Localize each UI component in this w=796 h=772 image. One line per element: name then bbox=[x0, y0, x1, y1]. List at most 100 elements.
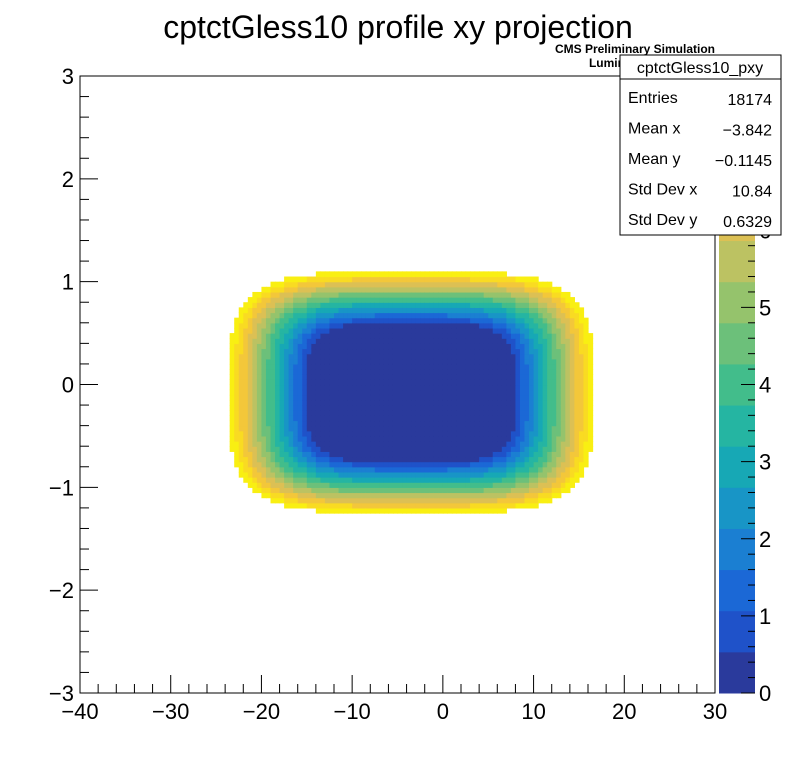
heatmap-cell bbox=[519, 477, 526, 483]
heatmap-cell bbox=[270, 482, 276, 488]
heatmap-cell bbox=[284, 317, 290, 324]
heatmap-cell bbox=[356, 322, 362, 329]
heatmap-cell bbox=[524, 389, 530, 396]
heatmap-cell bbox=[347, 466, 353, 473]
heatmap-cell bbox=[556, 302, 562, 308]
heatmap-cell bbox=[361, 477, 367, 483]
heatmap-cell bbox=[356, 451, 362, 458]
heatmap-cell bbox=[474, 374, 480, 380]
heatmap-cell bbox=[451, 384, 458, 391]
heatmap-cell bbox=[347, 348, 353, 355]
heatmap-cell bbox=[483, 348, 489, 355]
heatmap-cell bbox=[433, 297, 439, 303]
heatmap-cell bbox=[261, 374, 267, 380]
heatmap-cell bbox=[256, 466, 263, 473]
heatmap-cell bbox=[275, 389, 281, 396]
heatmap-cell bbox=[293, 502, 299, 509]
heatmap-cell bbox=[483, 369, 489, 375]
heatmap-cell bbox=[320, 384, 326, 391]
heatmap-cell bbox=[470, 507, 476, 514]
heatmap-cell bbox=[492, 497, 498, 504]
heatmap-cell bbox=[483, 435, 489, 442]
heatmap-cell bbox=[470, 415, 476, 422]
heatmap-cell bbox=[515, 374, 521, 380]
heatmap-cell bbox=[515, 435, 521, 442]
heatmap-cell bbox=[451, 291, 458, 298]
heatmap-cell bbox=[560, 471, 566, 478]
heatmap-cell bbox=[442, 461, 448, 468]
heatmap-cell bbox=[556, 327, 562, 334]
heatmap-cell bbox=[497, 271, 503, 278]
heatmap-cell bbox=[420, 446, 426, 452]
heatmap-cell bbox=[261, 394, 267, 401]
heatmap-cell bbox=[424, 451, 430, 458]
heatmap-cell bbox=[352, 363, 358, 370]
heatmap-cell bbox=[447, 471, 453, 478]
heatmap-cell bbox=[501, 353, 507, 360]
heatmap-cell bbox=[261, 302, 267, 308]
heatmap-cell bbox=[379, 297, 385, 303]
heatmap-cell bbox=[433, 358, 439, 365]
heatmap-cell bbox=[501, 410, 507, 416]
heatmap-cell bbox=[284, 410, 290, 416]
heatmap-cell bbox=[279, 420, 285, 427]
heatmap-cell bbox=[483, 497, 489, 504]
heatmap-cell bbox=[551, 312, 557, 319]
heatmap-cell bbox=[306, 456, 312, 463]
heatmap-cell bbox=[352, 374, 358, 380]
heatmap-cell bbox=[320, 348, 326, 355]
heatmap-cell bbox=[302, 338, 308, 344]
heatmap-cell bbox=[524, 482, 530, 488]
heatmap-cell bbox=[288, 461, 294, 468]
heatmap-cell bbox=[261, 461, 267, 468]
heatmap-cell bbox=[542, 358, 548, 365]
heatmap-cell bbox=[565, 307, 571, 314]
heatmap-cell bbox=[383, 420, 390, 427]
heatmap-cell bbox=[229, 348, 235, 355]
heatmap-cell bbox=[352, 415, 358, 422]
heatmap-cell bbox=[288, 384, 294, 391]
heatmap-cell bbox=[352, 322, 358, 329]
heatmap-cell bbox=[456, 477, 462, 483]
heatmap-cell bbox=[411, 363, 417, 370]
heatmap-cell bbox=[447, 276, 453, 283]
heatmap-cell bbox=[311, 477, 317, 483]
heatmap-cell bbox=[361, 374, 367, 380]
heatmap-cell bbox=[488, 435, 494, 442]
heatmap-cell bbox=[288, 425, 294, 432]
heatmap-cell bbox=[470, 430, 476, 437]
heatmap-cell bbox=[501, 343, 507, 350]
heatmap-cell bbox=[515, 343, 521, 350]
heatmap-cell bbox=[529, 420, 535, 427]
heatmap-cell bbox=[402, 338, 408, 344]
heatmap-cell bbox=[519, 369, 526, 375]
heatmap-cell bbox=[506, 333, 512, 339]
heatmap-cell bbox=[388, 343, 394, 350]
heatmap-cell bbox=[411, 343, 417, 350]
heatmap-cell bbox=[420, 471, 426, 478]
heatmap-cell bbox=[352, 281, 358, 288]
heatmap-cell bbox=[311, 394, 317, 401]
heatmap-cell bbox=[392, 471, 399, 478]
heatmap-cell bbox=[538, 394, 544, 401]
heatmap-cell bbox=[479, 302, 485, 308]
heatmap-cell bbox=[247, 446, 253, 452]
heatmap-cell bbox=[338, 327, 344, 334]
heatmap-cell bbox=[547, 487, 553, 494]
heatmap-cell bbox=[556, 363, 562, 370]
heatmap-cell bbox=[352, 477, 358, 483]
heatmap-cell bbox=[447, 451, 453, 458]
heatmap-cell bbox=[406, 477, 412, 483]
heatmap-cell bbox=[347, 399, 353, 406]
heatmap-cell bbox=[524, 430, 530, 437]
heatmap-cell bbox=[370, 389, 376, 396]
heatmap-cell bbox=[293, 343, 299, 350]
heatmap-cell bbox=[560, 317, 566, 324]
heatmap-cell bbox=[411, 338, 417, 344]
heatmap-cell bbox=[483, 461, 489, 468]
heatmap-cell bbox=[415, 353, 421, 360]
heatmap-cell bbox=[388, 477, 394, 483]
heatmap-cell bbox=[474, 276, 480, 283]
heatmap-cell bbox=[501, 348, 507, 355]
heatmap-cell bbox=[538, 379, 544, 386]
